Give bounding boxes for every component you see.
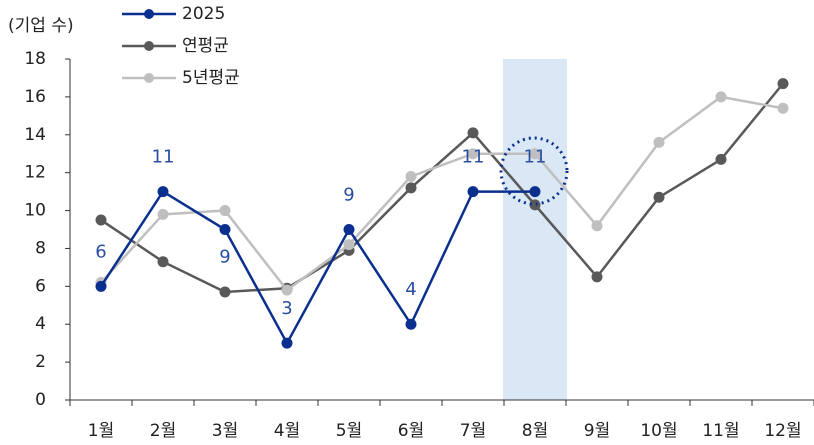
legend-marker [144, 9, 154, 19]
point [467, 186, 479, 198]
y-axis-label: (기업 수) [8, 16, 74, 36]
data-label: 11 [462, 147, 485, 168]
highlight-circle [499, 136, 569, 206]
point [343, 239, 355, 251]
data-label: 6 [95, 241, 106, 262]
point [529, 186, 541, 198]
point [219, 286, 231, 298]
y-tick-label: 6 [35, 276, 46, 296]
x-tick-label: 10월 [640, 421, 677, 441]
point [591, 220, 603, 232]
point [777, 78, 789, 90]
data-label: 9 [343, 185, 354, 206]
point [529, 199, 541, 211]
y-tick-label: 4 [35, 314, 46, 334]
point [157, 186, 169, 198]
x-tick-label: 12월 [764, 421, 801, 441]
point [777, 102, 789, 114]
data-label: 3 [281, 298, 292, 319]
x-tick-label: 1월 [88, 421, 114, 441]
x-tick-label: 8월 [522, 421, 548, 441]
y-tick-label: 16 [24, 87, 46, 107]
point [219, 205, 231, 217]
x-tick-label: 7월 [460, 421, 486, 441]
data-label: 11 [152, 147, 175, 168]
point [591, 271, 603, 283]
y-tick-label: 10 [24, 201, 46, 221]
point [281, 337, 293, 349]
y-tick-label: 2 [35, 352, 46, 372]
point [95, 214, 107, 226]
x-tick-label: 5월 [336, 421, 362, 441]
point [467, 148, 479, 160]
y-tick-label: 0 [35, 390, 46, 410]
data-label: 4 [405, 279, 416, 300]
y-tick-label: 8 [35, 238, 46, 258]
series-line [100, 95, 784, 292]
y-tick-label: 12 [24, 163, 46, 183]
point [343, 224, 355, 235]
point [529, 148, 541, 160]
data-label: 11 [524, 147, 547, 168]
point [653, 136, 665, 148]
legend-label: 연평균 [182, 36, 229, 56]
x-tick-label: 2월 [150, 421, 176, 441]
series-line [100, 82, 784, 294]
data-label: 9 [219, 247, 230, 268]
x-tick-label: 11월 [702, 421, 739, 441]
legend-label: 2025 [182, 4, 225, 24]
point [653, 191, 665, 203]
point [715, 91, 727, 103]
point [467, 127, 479, 139]
point [405, 170, 417, 182]
point [405, 318, 417, 330]
x-tick-label: 6월 [398, 421, 424, 441]
x-tick-label: 9월 [584, 421, 610, 441]
point [281, 284, 293, 296]
point [405, 182, 417, 194]
x-tick-label: 4월 [274, 421, 300, 441]
y-tick-label: 14 [24, 125, 46, 145]
legend-marker [144, 73, 154, 83]
legend-label: 5년평균 [182, 68, 240, 88]
point [157, 208, 169, 220]
series-line [99, 189, 535, 346]
point [157, 256, 169, 268]
legend-marker [144, 41, 154, 51]
point [715, 153, 727, 165]
point [95, 280, 107, 292]
point [219, 224, 231, 235]
x-tick-label: 3월 [212, 421, 238, 441]
y-tick-label: 18 [24, 49, 46, 69]
